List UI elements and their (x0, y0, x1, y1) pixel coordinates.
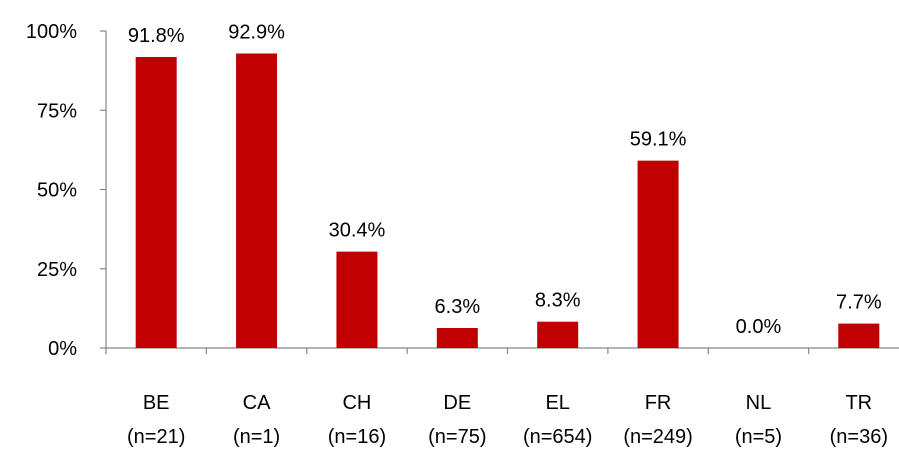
bar-tr (838, 323, 880, 348)
category-label: NL (746, 392, 772, 414)
category-count-label: (n=21) (127, 426, 185, 448)
data-label: 0.0% (736, 316, 782, 338)
data-label: 30.4% (329, 220, 386, 242)
bars (135, 53, 880, 349)
labels: 91.8% BE (n=21) 92.9% CA (n=1) 30.4% CH (n=16) 6.… (127, 22, 888, 448)
category-count-label: (n=1) (233, 426, 280, 448)
bar-ch (336, 251, 378, 348)
category-label: TR (845, 392, 872, 414)
category-label: EL (545, 392, 569, 414)
category-count-label: (n=654) (523, 426, 593, 448)
data-label: 6.3% (435, 296, 481, 318)
y-tick-label: 0% (48, 338, 77, 360)
category-count-label: (n=5) (735, 426, 782, 448)
data-label: 92.9% (228, 22, 285, 44)
category-label: CA (243, 392, 271, 414)
data-label: 59.1% (630, 129, 687, 151)
bar-ca (236, 53, 278, 349)
category-count-label: (n=249) (623, 426, 693, 448)
bar-be (135, 56, 177, 349)
data-label: 7.7% (836, 292, 882, 314)
y-tick-label: 25% (37, 259, 77, 281)
bar-el (537, 321, 579, 348)
data-label: 91.8% (128, 25, 185, 47)
category-count-label: (n=16) (328, 426, 386, 448)
bar-fr (637, 160, 679, 348)
y-tick-label: 100% (26, 21, 77, 43)
bar-de (436, 328, 478, 348)
y-tick-label: 50% (37, 180, 77, 202)
category-count-label: (n=75) (428, 426, 486, 448)
category-label: CH (342, 392, 371, 414)
category-label: BE (143, 392, 170, 414)
category-label: FR (645, 392, 672, 414)
data-label: 8.3% (535, 290, 581, 312)
y-tick-label: 75% (37, 100, 77, 122)
category-label: DE (443, 392, 471, 414)
category-count-label: (n=36) (830, 426, 888, 448)
